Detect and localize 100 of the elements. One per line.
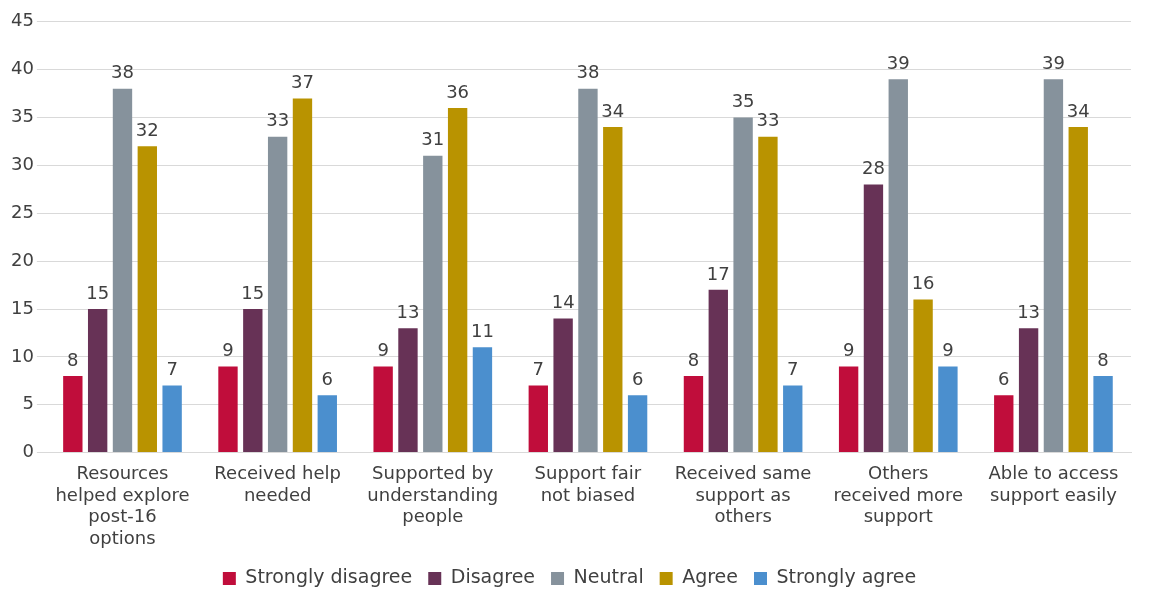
data-label: 37 — [291, 71, 314, 93]
bar — [472, 347, 493, 453]
data-label: 6 — [321, 367, 334, 389]
data-label: 17 — [706, 262, 730, 284]
bar — [1043, 79, 1064, 453]
y-tick-label: 40 — [11, 57, 34, 79]
bar — [913, 299, 933, 453]
category-label: helped explore — [55, 483, 190, 505]
category-label: needed — [243, 483, 312, 505]
bar — [733, 117, 753, 453]
data-label: 7 — [532, 358, 545, 380]
y-tick-label: 5 — [22, 392, 34, 414]
bar — [683, 376, 704, 453]
bar — [1093, 376, 1113, 453]
data-label: 31 — [421, 128, 445, 150]
data-label: 35 — [731, 90, 755, 112]
data-label: 9 — [942, 339, 954, 361]
bar — [398, 328, 418, 453]
bar — [783, 385, 803, 453]
category-label: Others — [868, 462, 929, 484]
bar — [317, 395, 337, 453]
bar — [1068, 127, 1088, 453]
data-label: 8 — [687, 348, 700, 370]
category-label: Received same — [674, 462, 812, 484]
legend-label: Agree — [682, 565, 738, 588]
data-label: 7 — [166, 358, 178, 380]
category-label: Received help — [214, 462, 341, 484]
data-label: 38 — [111, 61, 134, 83]
data-label: 39 — [886, 51, 910, 73]
data-label: 34 — [1066, 99, 1090, 121]
category-label: people — [402, 505, 464, 527]
bar — [137, 146, 157, 453]
data-label: 36 — [446, 80, 470, 102]
legend-label: Strongly agree — [776, 565, 917, 588]
data-label: 9 — [842, 339, 855, 361]
data-label: 13 — [1017, 300, 1041, 322]
category-label: support as — [695, 483, 791, 505]
bar — [162, 385, 182, 453]
data-label: 6 — [631, 367, 644, 389]
data-label: 38 — [576, 61, 600, 83]
bar — [528, 385, 548, 453]
bar — [243, 309, 263, 453]
category-label: support — [863, 505, 933, 527]
bar — [938, 366, 958, 453]
category-label: options — [89, 526, 156, 548]
bar — [553, 318, 573, 453]
y-tick-label: 0 — [22, 440, 34, 462]
y-tick-label: 15 — [11, 296, 34, 318]
y-tick-label: 20 — [11, 248, 34, 270]
data-label: 14 — [551, 291, 575, 313]
bar — [578, 88, 598, 453]
bar — [863, 184, 884, 453]
data-label: 15 — [86, 281, 110, 303]
bar — [112, 88, 133, 453]
data-label: 11 — [470, 319, 494, 341]
category-label: post-16 — [88, 505, 157, 527]
bar — [373, 366, 393, 453]
category-label: Supported by — [372, 462, 494, 484]
y-tick-label: 35 — [11, 105, 34, 127]
bar — [994, 395, 1014, 453]
y-tick-label: 45 — [11, 9, 34, 31]
y-tick-label: 30 — [11, 153, 34, 175]
data-label: 6 — [998, 367, 1010, 389]
data-label: 34 — [601, 99, 625, 121]
category-label: received more — [833, 483, 964, 505]
data-label: 13 — [396, 300, 420, 322]
y-tick-label: 10 — [11, 344, 34, 366]
category-label: others — [714, 505, 772, 527]
bar — [758, 136, 778, 453]
bar — [603, 127, 623, 453]
data-label: 8 — [1097, 348, 1109, 370]
data-label: 28 — [861, 157, 885, 179]
category-label: Support fair — [534, 462, 642, 484]
legend-label: Neutral — [573, 565, 644, 588]
bar — [218, 366, 238, 453]
data-label: 33 — [756, 109, 780, 131]
bar — [627, 395, 648, 453]
bar — [1018, 328, 1039, 453]
data-label: 33 — [266, 109, 290, 131]
bar — [708, 289, 728, 453]
data-label: 16 — [911, 272, 935, 294]
data-label: 7 — [787, 358, 799, 380]
category-label: understanding — [367, 483, 499, 505]
data-label: 15 — [241, 281, 265, 303]
legend-label: Strongly disagree — [245, 565, 413, 588]
bar — [838, 366, 859, 453]
data-label: 32 — [135, 118, 159, 140]
y-tick-label: 25 — [11, 200, 34, 222]
bar — [87, 309, 108, 453]
bar — [267, 136, 288, 453]
data-label: 9 — [222, 339, 234, 361]
category-label: support easily — [989, 483, 1117, 505]
data-label: 9 — [377, 339, 389, 361]
data-label: 8 — [67, 348, 79, 370]
category-label: Resources — [76, 462, 169, 484]
category-label: not biased — [540, 483, 636, 505]
legend-label: Disagree — [450, 565, 536, 588]
bar — [292, 98, 313, 453]
bar — [63, 376, 83, 453]
data-label: 39 — [1041, 51, 1065, 73]
